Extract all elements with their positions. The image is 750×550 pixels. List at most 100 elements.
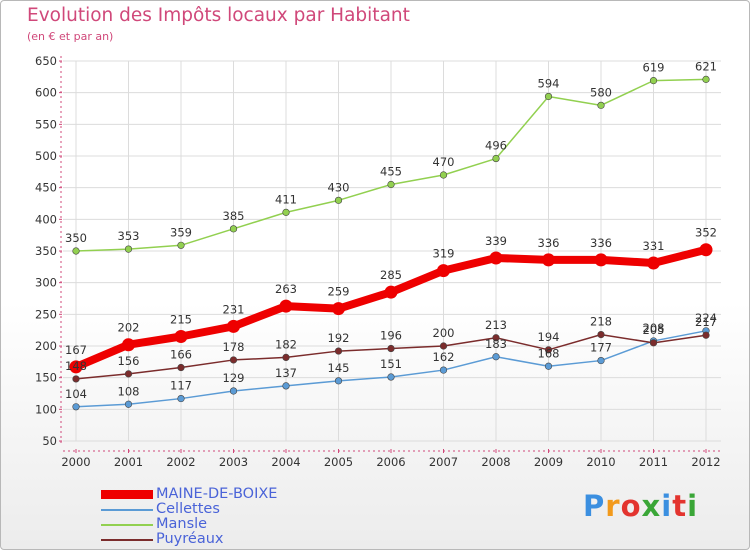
data-point xyxy=(334,347,343,355)
data-point xyxy=(542,253,555,267)
axes: 50 100 150 200 250 300 350 400 450 500 550 600 650 20… xyxy=(35,54,721,469)
data-label: 621 xyxy=(695,59,717,73)
data-point xyxy=(334,377,343,385)
legend-label: Mansle xyxy=(156,516,208,532)
data-label: 151 xyxy=(380,357,402,371)
data-point xyxy=(124,370,133,378)
logo-letter: r xyxy=(605,489,621,523)
data-point xyxy=(174,330,188,343)
x-tick-label: 2000 xyxy=(61,455,90,469)
y-tick-label: 600 xyxy=(35,86,57,100)
data-label: 385 xyxy=(223,209,245,223)
data-point xyxy=(122,338,135,352)
data-label: 352 xyxy=(695,226,717,240)
x-tick-label: 2006 xyxy=(376,455,405,469)
data-point xyxy=(649,77,658,85)
data-label: 104 xyxy=(65,387,87,401)
data-point xyxy=(492,154,500,163)
data-point xyxy=(649,339,658,347)
data-label: 137 xyxy=(275,366,297,380)
y-tick-label: 250 xyxy=(35,307,57,321)
data-label: 580 xyxy=(590,85,612,99)
data-point xyxy=(492,353,500,361)
data-label: 217 xyxy=(695,315,717,329)
data-point xyxy=(439,366,448,374)
data-label: 411 xyxy=(275,192,297,206)
chart-title: Evolution des Impôts locaux par Habitant xyxy=(27,5,410,26)
data-point xyxy=(702,75,710,83)
data-label: 496 xyxy=(485,139,507,153)
legend-label: MAINE-DE-BOIXE xyxy=(156,486,278,502)
legend-swatch xyxy=(101,539,153,541)
legend-swatch xyxy=(101,490,153,499)
data-point xyxy=(72,247,80,255)
data-point xyxy=(282,353,290,362)
data-label: 202 xyxy=(118,321,140,335)
data-point xyxy=(279,299,293,313)
data-label: 168 xyxy=(538,346,560,360)
y-tick-label: 200 xyxy=(35,339,57,353)
data-point xyxy=(594,253,608,267)
data-point xyxy=(492,334,500,342)
data-label: 359 xyxy=(170,225,192,239)
data-label: 148 xyxy=(65,359,87,373)
data-point xyxy=(124,245,133,253)
data-point xyxy=(72,375,80,383)
x-tick-label: 2007 xyxy=(429,455,458,469)
data-label: 231 xyxy=(223,302,245,316)
logo-letter: x xyxy=(641,489,662,523)
grid xyxy=(63,60,721,442)
data-point xyxy=(489,251,503,265)
data-label: 196 xyxy=(380,329,402,343)
y-tick-label: 300 xyxy=(35,276,57,290)
chart-subtitle: (en € et par an) xyxy=(27,30,114,43)
data-point xyxy=(647,256,660,270)
data-point xyxy=(282,382,290,390)
data-label: 162 xyxy=(433,350,455,364)
data-point xyxy=(439,171,448,179)
y-tick-label: 150 xyxy=(35,371,57,385)
data-point xyxy=(439,342,448,350)
data-label: 619 xyxy=(643,61,665,75)
data-label: 353 xyxy=(118,229,140,243)
data-label: 331 xyxy=(643,239,665,253)
x-tick-label: 2004 xyxy=(271,455,300,469)
logo-letter: o xyxy=(620,489,642,523)
y-tick-label: 650 xyxy=(35,54,57,68)
x-tick-label: 2011 xyxy=(639,455,668,469)
data-label: 339 xyxy=(485,234,507,248)
data-point xyxy=(544,92,553,101)
legend-swatch xyxy=(101,524,153,526)
data-point xyxy=(699,243,713,257)
logo-letter: P xyxy=(583,489,606,523)
data-label: 215 xyxy=(170,313,192,327)
data-point xyxy=(227,319,240,333)
data-label: 156 xyxy=(118,354,140,368)
data-label: 430 xyxy=(328,180,350,194)
data-point xyxy=(387,180,395,189)
data-label: 200 xyxy=(433,326,455,340)
data-label: 263 xyxy=(275,282,297,296)
data-label: 177 xyxy=(590,341,612,355)
data-label: 285 xyxy=(380,268,402,282)
data-point xyxy=(597,331,605,339)
data-point xyxy=(229,387,238,395)
data-label: 213 xyxy=(485,318,507,332)
data-label: 192 xyxy=(328,331,350,345)
x-tick-label: 2010 xyxy=(586,455,615,469)
data-point xyxy=(229,356,238,364)
data-label: 178 xyxy=(223,340,245,354)
data-label: 455 xyxy=(380,165,402,179)
data-label: 218 xyxy=(590,315,612,329)
x-tick-label: 2001 xyxy=(114,455,143,469)
data-point xyxy=(597,101,605,109)
data-point xyxy=(69,360,83,374)
logo-letter: t xyxy=(672,489,688,523)
data-point xyxy=(177,394,185,403)
data-label: 259 xyxy=(328,285,350,299)
data-label: 182 xyxy=(275,337,297,351)
data-label: 470 xyxy=(433,155,455,169)
data-label: 129 xyxy=(223,371,245,385)
